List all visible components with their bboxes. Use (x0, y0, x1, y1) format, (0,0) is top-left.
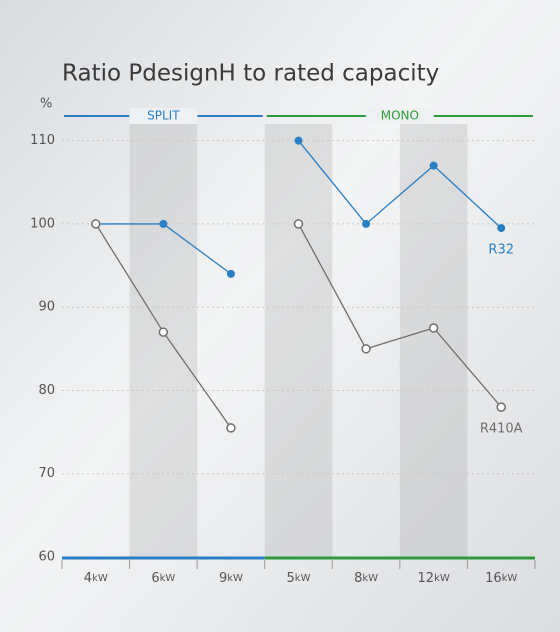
y-axis-label: % (40, 97, 52, 112)
x-tick-unit: kW (502, 573, 518, 584)
x-tick-label: 12kW (418, 571, 450, 586)
x-tick-number: 6 (151, 571, 159, 586)
x-tick-unit: kW (362, 573, 378, 584)
x-tick-unit: kW (160, 573, 176, 584)
y-tick-label: 110 (30, 133, 55, 148)
group-label: SPLIT (147, 109, 180, 123)
point (496, 402, 506, 412)
x-tick-label: 4kW (84, 571, 108, 586)
point (362, 219, 371, 228)
point (158, 327, 169, 337)
x-tick-unit: kW (92, 573, 108, 584)
x-tick-label: 5kW (287, 571, 311, 586)
x-tick-number: 9 (219, 571, 227, 586)
band (129, 124, 198, 557)
y-tick-label: 80 (38, 383, 55, 398)
y-tick-label: 60 (38, 550, 55, 565)
x-tick-number: 5 (287, 571, 295, 586)
chart-title: Ratio PdesignH to rated capacity (62, 61, 439, 87)
x-tick-label: 8kW (354, 571, 378, 586)
y-tick-label: 90 (38, 300, 55, 315)
y-tick-label: 100 (30, 216, 55, 231)
point (361, 344, 371, 354)
point (159, 219, 168, 228)
x-tick-label: 9kW (219, 571, 243, 586)
point (497, 224, 506, 233)
x-tick-label: 16kW (485, 571, 517, 586)
series-line (297, 223, 502, 408)
point (293, 219, 304, 229)
group-label: MONO (381, 109, 419, 123)
x-tick-unit: kW (227, 573, 243, 584)
x-tick-label: 6kW (151, 571, 175, 586)
y-tick-label: 70 (38, 466, 55, 481)
point (294, 136, 303, 145)
x-tick-number: 4 (84, 571, 92, 586)
x-tick-number: 16 (485, 571, 502, 586)
group-label-bg (129, 108, 198, 124)
series-line (297, 140, 502, 229)
point (91, 219, 101, 229)
x-tick-number: 8 (354, 571, 362, 586)
band (264, 124, 333, 557)
band (399, 124, 468, 557)
x-tick-unit: kW (295, 573, 311, 584)
point (428, 323, 439, 333)
x-tick-number: 12 (418, 571, 435, 586)
series-label: R410A (480, 422, 523, 437)
point (226, 423, 236, 433)
group-label-bg (365, 108, 434, 124)
series-label: R32 (488, 243, 514, 258)
x-tick-unit: kW (434, 573, 450, 584)
point (429, 161, 438, 170)
point (226, 269, 235, 278)
